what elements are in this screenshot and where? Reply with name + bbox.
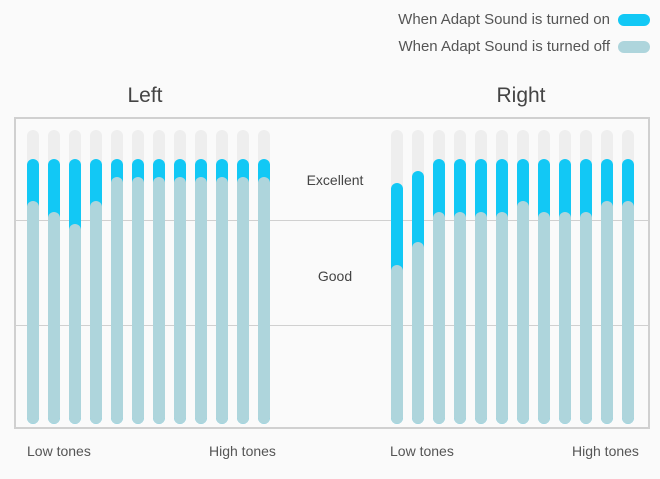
left-bar-3-off-level <box>69 224 81 424</box>
gridline-good-lower <box>16 325 648 326</box>
left-frequency-bar-4 <box>90 130 102 424</box>
right-frequency-bar-10 <box>580 130 592 424</box>
right-frequency-bar-6 <box>496 130 508 424</box>
left-bar-10-off-level <box>216 177 228 424</box>
zone-label-excellent: Excellent <box>306 172 364 188</box>
left-bar-6-off-level <box>132 177 144 424</box>
left-low-tones-label: Low tones <box>27 443 91 459</box>
right-frequency-bar-1 <box>391 130 403 424</box>
right-frequency-bar-8 <box>538 130 550 424</box>
legend-label-on: When Adapt Sound is turned on <box>398 11 610 28</box>
right-frequency-bar-7 <box>517 130 529 424</box>
left-bar-5-off-level <box>111 177 123 424</box>
left-channel-title: Left <box>127 84 163 107</box>
left-frequency-bar-9 <box>195 130 207 424</box>
left-high-tones-label: High tones <box>209 443 276 459</box>
right-channel-title: Right <box>496 84 546 107</box>
right-bar-7-off-level <box>517 200 529 424</box>
zone-label-good: Good <box>317 268 353 284</box>
left-frequency-bar-11 <box>237 130 249 424</box>
legend-item-on: When Adapt Sound is turned on <box>398 6 650 33</box>
left-frequency-bar-3 <box>69 130 81 424</box>
right-bar-5-off-level <box>475 212 487 424</box>
right-bar-9-off-level <box>559 212 571 424</box>
left-frequency-bar-2 <box>48 130 60 424</box>
left-frequency-bar-6 <box>132 130 144 424</box>
right-bar-4-off-level <box>454 212 466 424</box>
right-bar-10-off-level <box>580 212 592 424</box>
left-bar-8-off-level <box>174 177 186 424</box>
right-frequency-bar-4 <box>454 130 466 424</box>
right-bar-3-off-level <box>433 212 445 424</box>
right-bar-6-off-level <box>496 212 508 424</box>
left-frequency-bar-8 <box>174 130 186 424</box>
legend-swatch-on <box>618 13 650 26</box>
left-frequency-bar-12 <box>258 130 270 424</box>
right-frequency-bar-2 <box>412 130 424 424</box>
right-bar-11-off-level <box>601 200 613 424</box>
right-frequency-bar-11 <box>601 130 613 424</box>
right-high-tones-label: High tones <box>572 443 639 459</box>
legend-item-off: When Adapt Sound is turned off <box>398 33 650 60</box>
left-bar-1-off-level <box>27 200 39 424</box>
left-bar-7-off-level <box>153 177 165 424</box>
legend-swatch-off <box>618 40 650 53</box>
left-bar-12-off-level <box>258 177 270 424</box>
right-low-tones-label: Low tones <box>390 443 454 459</box>
left-bar-2-off-level <box>48 212 60 424</box>
gridline-excellent-good <box>16 220 648 221</box>
left-frequency-bar-10 <box>216 130 228 424</box>
left-frequency-bar-1 <box>27 130 39 424</box>
right-frequency-bar-3 <box>433 130 445 424</box>
left-frequency-bar-5 <box>111 130 123 424</box>
left-frequency-bar-7 <box>153 130 165 424</box>
right-bar-8-off-level <box>538 212 550 424</box>
right-bar-1-off-level <box>391 265 403 424</box>
hearing-chart: Excellent Good <box>14 117 650 429</box>
right-bar-2-off-level <box>412 241 424 424</box>
right-frequency-bar-5 <box>475 130 487 424</box>
legend: When Adapt Sound is turned on When Adapt… <box>398 6 650 60</box>
left-bar-11-off-level <box>237 177 249 424</box>
right-bar-12-off-level <box>622 200 634 424</box>
legend-label-off: When Adapt Sound is turned off <box>398 38 610 55</box>
right-frequency-bar-12 <box>622 130 634 424</box>
right-frequency-bar-9 <box>559 130 571 424</box>
left-bar-4-off-level <box>90 200 102 424</box>
left-bar-9-off-level <box>195 177 207 424</box>
